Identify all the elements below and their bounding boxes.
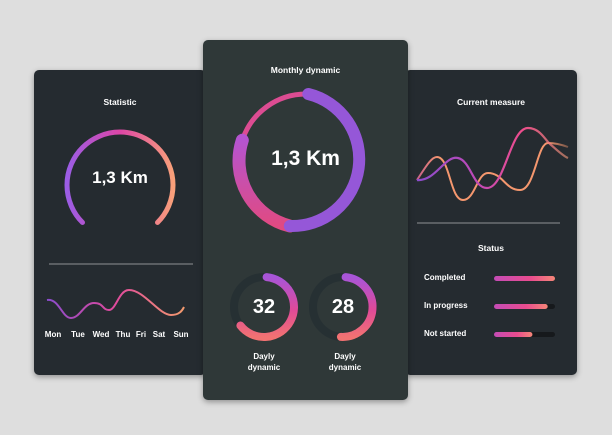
status-bar-fill xyxy=(494,304,548,309)
daily-ring-progress xyxy=(336,273,377,341)
daily-label-line: Dayly xyxy=(253,352,275,361)
day-label: Wed xyxy=(92,330,110,339)
daily-label-line: dynamic xyxy=(328,363,362,372)
measure-line-orange xyxy=(416,141,569,202)
monthly-ring-purple-segment xyxy=(283,88,366,233)
current-measure-graphics xyxy=(416,126,569,337)
monthly-ring-thin-segment xyxy=(239,91,307,142)
daily-label-line: Dayly xyxy=(334,352,356,361)
weekly-wave-line xyxy=(46,288,185,320)
daily-label: Dayly dynamic xyxy=(234,351,294,373)
daily-label: Dayly dynamic xyxy=(315,351,375,373)
current-measure-card: Current measure Status Completed In prog… xyxy=(405,70,577,375)
status-bar-fill xyxy=(494,276,555,281)
card-title: Monthly dynamic xyxy=(270,65,341,75)
day-label: Mon xyxy=(44,330,62,339)
day-label: Tue xyxy=(71,330,85,339)
day-label: Sun xyxy=(173,330,189,339)
distance-gauge-arc xyxy=(64,129,176,225)
statistic-card: Statistic 1,3 Km Mon Tue Wed Thu Fri Sat… xyxy=(34,70,206,375)
monthly-graphics xyxy=(230,88,377,341)
day-label: Sat xyxy=(152,330,166,339)
distance-value: 1,3 Km xyxy=(92,168,148,187)
status-title: Status xyxy=(478,243,504,253)
daily-value: 28 xyxy=(331,296,355,318)
daily-ring-progress xyxy=(236,273,298,341)
status-label-in-progress: In progress xyxy=(424,301,468,310)
daily-label-line: dynamic xyxy=(247,363,281,372)
measure-line-pink xyxy=(416,126,569,190)
card-title: Current measure xyxy=(456,97,526,107)
daily-value: 32 xyxy=(252,296,276,318)
monthly-dynamic-card: Monthly dynamic 1,3 Km 32 28 Dayly dynam… xyxy=(203,40,408,400)
monthly-ring-pink-segment xyxy=(232,133,297,233)
monthly-value: 1,3 Km xyxy=(271,147,340,170)
day-label: Fri xyxy=(135,330,147,339)
statistic-graphics xyxy=(46,129,193,320)
status-label-not-started: Not started xyxy=(424,329,467,338)
status-bar-fill xyxy=(494,332,533,337)
card-title: Statistic xyxy=(103,97,137,107)
day-label: Thu xyxy=(115,330,131,339)
status-label-completed: Completed xyxy=(424,273,466,282)
